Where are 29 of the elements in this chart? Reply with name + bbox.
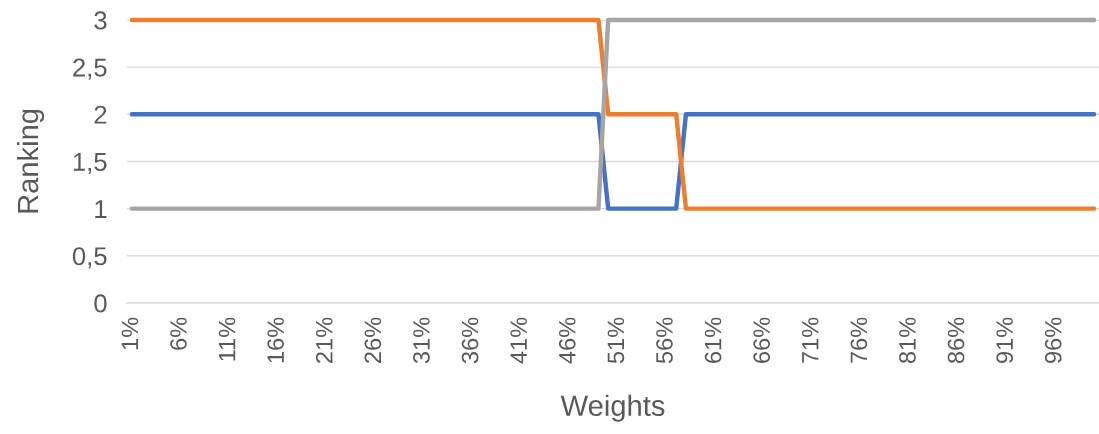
x-tick-label: 11%	[218, 317, 236, 361]
x-tick-label: 46%	[558, 317, 576, 364]
x-tick-label: 66%	[753, 317, 771, 363]
y-tick-label: 1	[95, 200, 107, 218]
x-tick-label: 41%	[510, 317, 527, 364]
x-tick-label: 36%	[461, 317, 479, 364]
x-tick-label: 51%	[607, 317, 625, 364]
x-tick-label: 86%	[947, 317, 965, 364]
x-axis-title: Weights	[560, 394, 665, 422]
y-tick-label: 2,5	[73, 58, 107, 80]
y-axis-title: Ranking	[16, 109, 45, 213]
x-tick-label: 91%	[996, 317, 1013, 363]
x-tick-label: 61%	[704, 317, 722, 363]
y-tick-label: 1,5	[73, 153, 107, 175]
x-tick-label: 56%	[656, 317, 673, 364]
y-tick-label: 0	[94, 294, 107, 313]
x-tick-label: 1%	[121, 317, 139, 350]
y-tick-label: 2	[94, 105, 107, 124]
y-tick-label: 0,5	[72, 247, 107, 269]
x-tick-label: 76%	[850, 317, 868, 363]
x-tick-label: 6%	[170, 317, 187, 350]
y-tick-label: 3	[94, 11, 107, 30]
x-tick-label: 16%	[267, 317, 285, 363]
x-tick-label: 81%	[899, 317, 916, 364]
x-tick-label: 71%	[801, 317, 819, 363]
x-tick-label: 26%	[364, 317, 382, 363]
x-tick-label: 96%	[1044, 317, 1062, 363]
x-tick-label: 31%	[413, 317, 430, 364]
x-tick-label: 21%	[315, 317, 333, 363]
